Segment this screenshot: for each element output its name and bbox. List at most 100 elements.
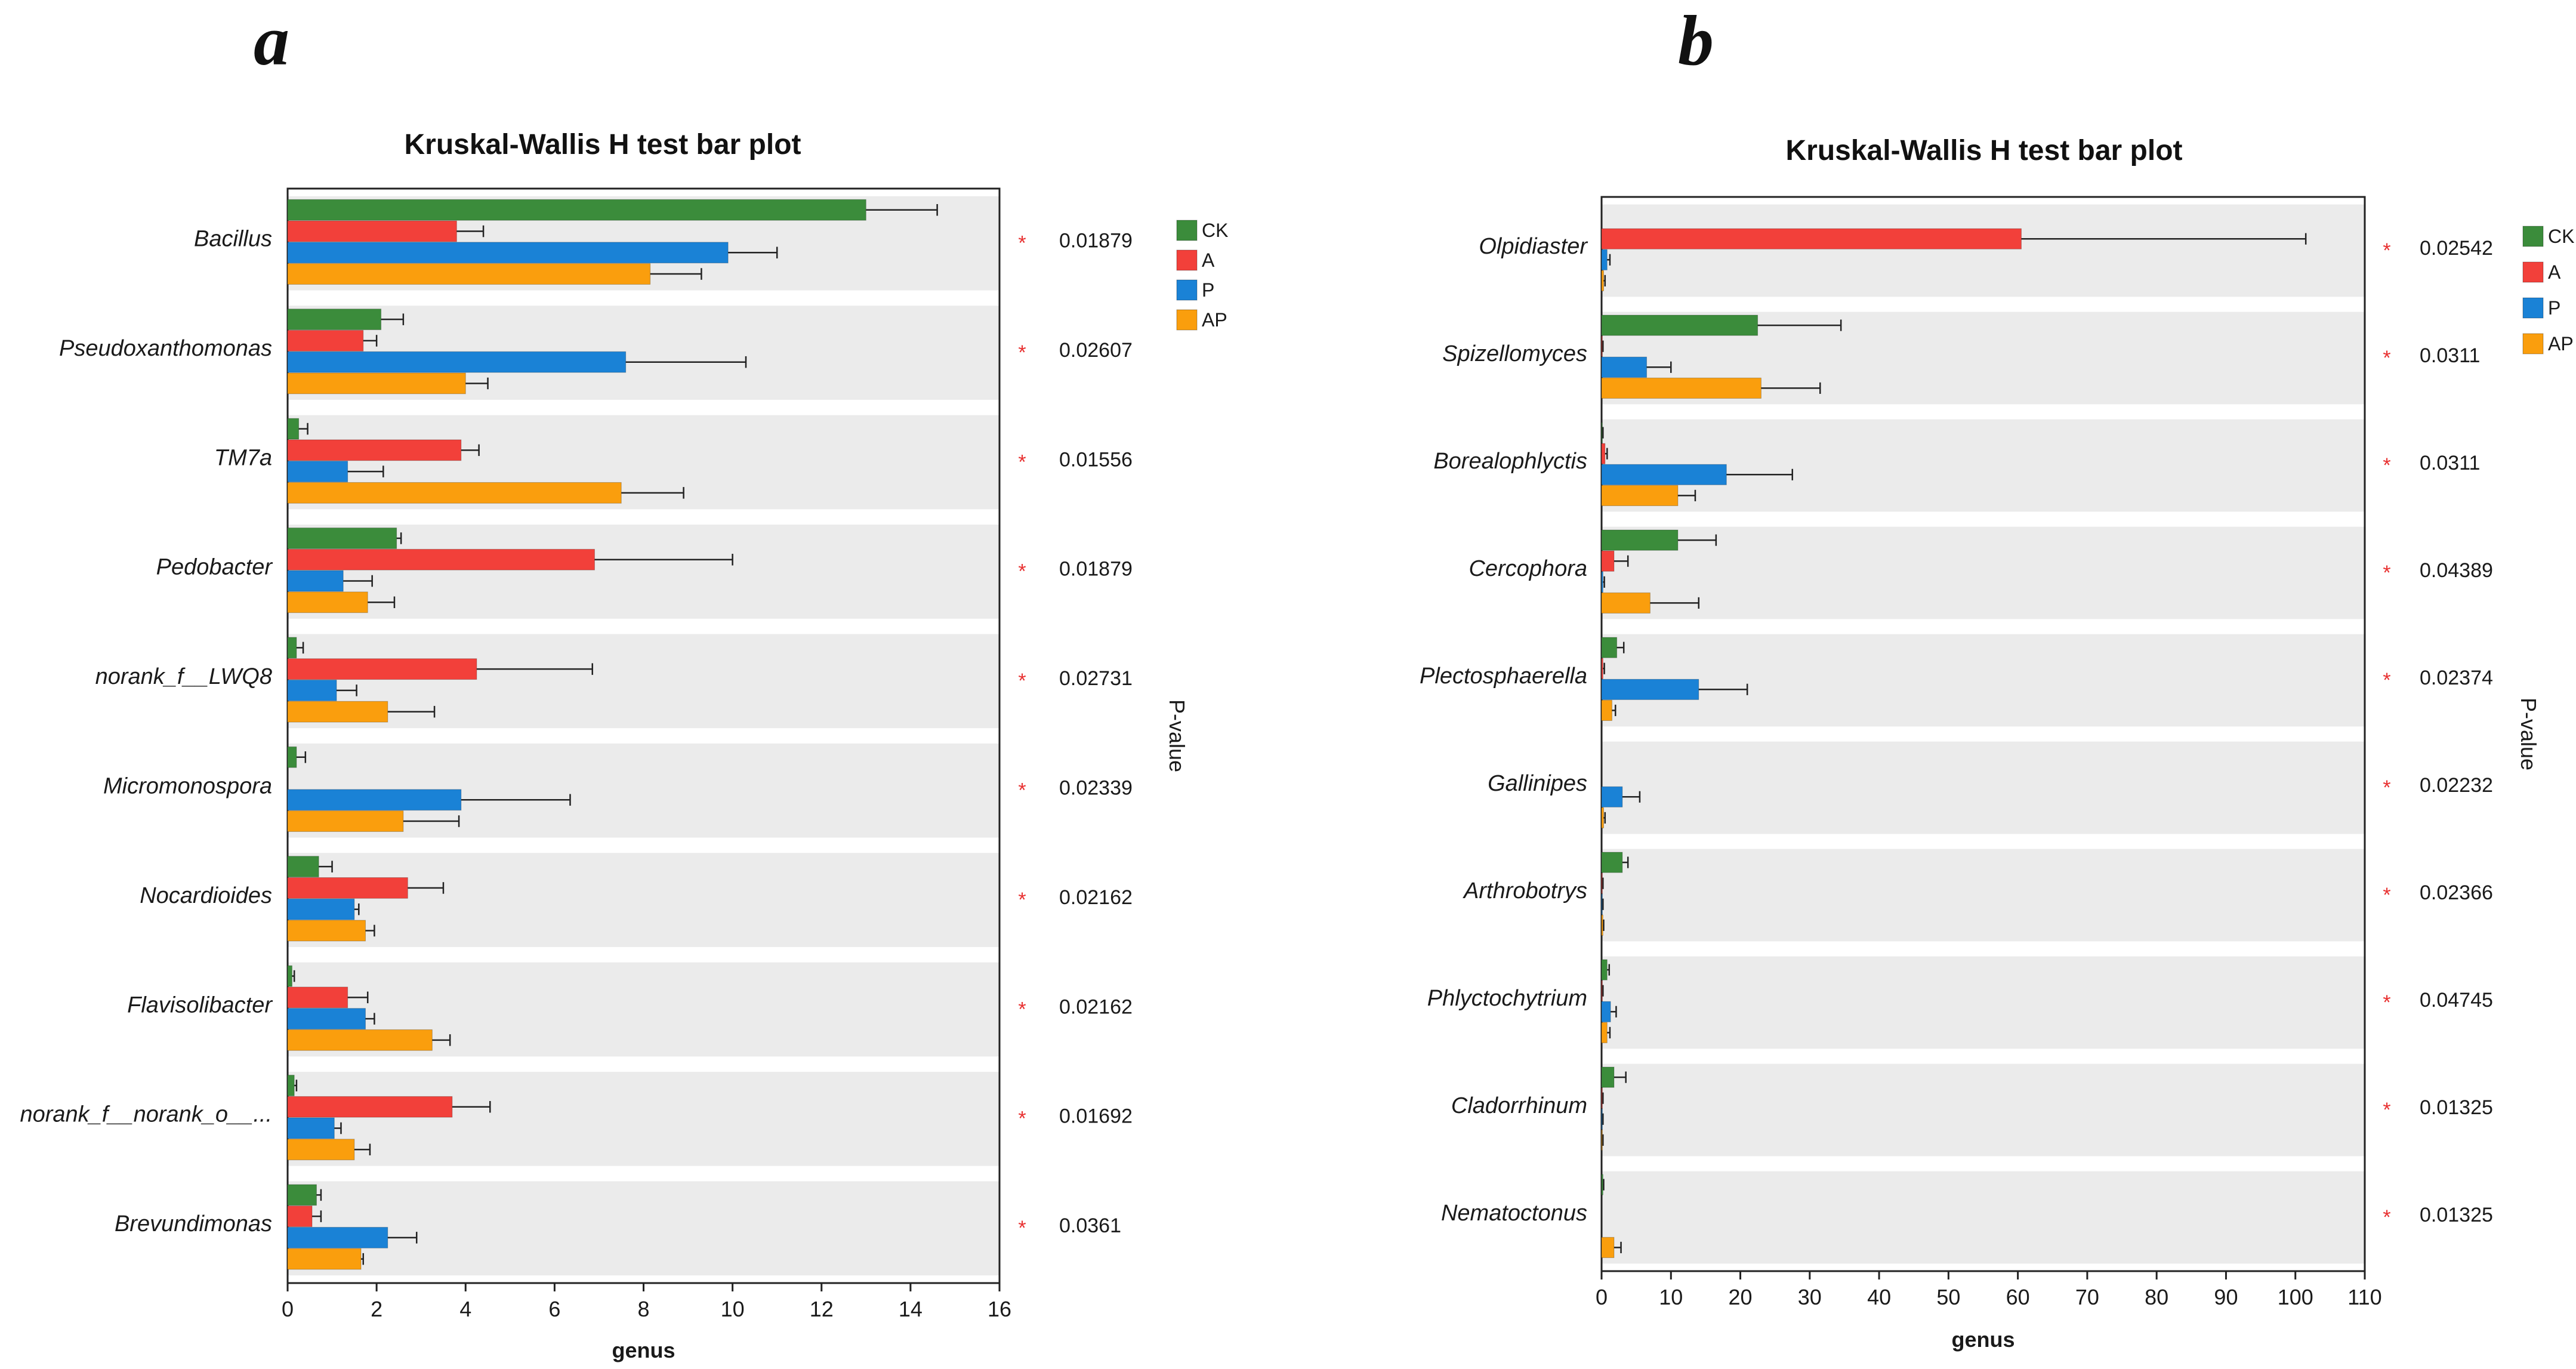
bar-ap [1601,1022,1608,1044]
bar-p [287,1117,335,1139]
bar-ck [1601,1174,1603,1195]
x-tick-label: 8 [637,1297,649,1321]
panel-b: b Kruskal-Wallis H test bar plot Olpidiast… [1420,1,2574,1352]
x-tick-label: 10 [721,1297,745,1321]
bar-p [287,351,627,373]
bar-ap [287,810,404,832]
x-axis-label: genus [1951,1327,2014,1352]
category-label: Borealophlyctis [1433,449,1587,474]
p-value: 0.01879 [1059,230,1133,252]
panel-letter: a [254,1,289,80]
legend-swatch-a [2522,261,2544,283]
significance-marker: * [1018,998,1026,1020]
category-band [1602,1063,2365,1157]
bar-ap [1601,485,1679,506]
p-value: 0.02542 [2420,237,2493,260]
bar-ck [287,528,397,549]
legend-label: AP [1202,309,1227,331]
p-value: 0.0311 [2420,452,2480,474]
bar-a [1601,550,1615,572]
category-band [1602,1171,2365,1264]
bar-ap [1601,377,1761,399]
chart-title: Kruskal-Wallis H test bar plot [404,129,801,161]
bar-ap [287,372,466,394]
category-band [288,634,999,729]
bar-ap [287,482,622,504]
bar-ck [1601,959,1608,980]
bar-a [287,439,462,461]
bar-p [287,898,355,920]
category-band [1602,849,2365,942]
p-value: 0.02162 [1059,995,1133,1018]
x-tick-label: 90 [2214,1285,2238,1309]
p-value: 0.04389 [2420,559,2493,582]
category-label: Pseudoxanthomonas [59,336,272,361]
bar-ap [287,1029,433,1051]
significance-marker: * [2383,454,2390,477]
category-label: norank_f__LWQ8 [95,664,272,689]
bar-ap [287,1139,355,1161]
legend-label: P [2548,297,2560,319]
legend-label: A [2548,261,2561,283]
x-tick-label: 50 [1936,1285,1960,1309]
significance-marker: * [1018,232,1026,255]
significance-marker: * [1018,560,1026,583]
bar-p [1601,464,1727,485]
category-label: Micromonospora [103,774,272,799]
bar-ck [1601,637,1618,658]
bar-ap [1601,699,1612,722]
category-label: Nematoctonus [1441,1201,1587,1226]
significance-marker: * [2383,239,2390,262]
significance-marker: * [1018,779,1026,802]
p-value-axis-label: P-value [1165,699,1189,772]
x-tick-label: 60 [2006,1285,2030,1309]
category-label: Spizellomyces [1442,341,1587,366]
category-band [1602,741,2365,834]
legend-swatch-ap [2522,333,2544,354]
legend-label: P [1202,279,1214,301]
legend-label: CK [1202,220,1228,241]
category-label: Phlyctochytrium [1427,986,1587,1011]
bar-a [287,548,595,571]
category-label: Gallinipes [1488,771,1587,796]
bar-a [287,330,364,352]
x-tick-label: 80 [2145,1285,2168,1309]
bar-ap [287,591,368,613]
bar-a [287,986,348,1009]
bar-a [287,877,408,899]
x-tick-label: 6 [548,1297,560,1321]
bar-ap [1601,914,1603,936]
category-label: norank_f__norank_o__... [20,1102,272,1127]
p-value: 0.01879 [1059,558,1133,581]
bar-a [1601,658,1603,679]
bar-p [1601,356,1648,378]
legend-label: CK [2548,226,2574,247]
bar-ck [287,965,292,987]
bar-ck [1601,852,1623,873]
x-tick-label: 14 [899,1297,923,1321]
bar-ap [1601,592,1651,613]
category-label: Cercophora [1469,556,1587,581]
significance-marker: * [2383,884,2390,906]
legend-swatch-ck [2522,226,2544,247]
x-tick-label: 20 [1729,1285,1753,1309]
p-value: 0.01556 [1059,448,1133,471]
bar-ck [1601,314,1759,336]
p-value: 0.04745 [2420,989,2493,1012]
bar-ck [287,856,319,878]
bar-p [287,1226,388,1248]
x-axis-label: genus [612,1338,675,1362]
plot-frame [1600,196,2366,1272]
panel-a: a Kruskal-Wallis H test bar plot Bacillus *… [20,1,1228,1362]
significance-marker: * [1018,889,1026,911]
x-tick-label: 10 [1659,1285,1683,1309]
x-tick-label: 70 [2075,1285,2099,1309]
p-value: 0.0311 [2420,344,2480,367]
significance-marker: * [2383,991,2390,1014]
significance-marker: * [2383,1099,2390,1121]
category-label: TM7a [214,445,272,470]
legend-label: AP [2548,333,2574,354]
bar-ck [1601,529,1679,551]
category-band [1602,956,2365,1049]
